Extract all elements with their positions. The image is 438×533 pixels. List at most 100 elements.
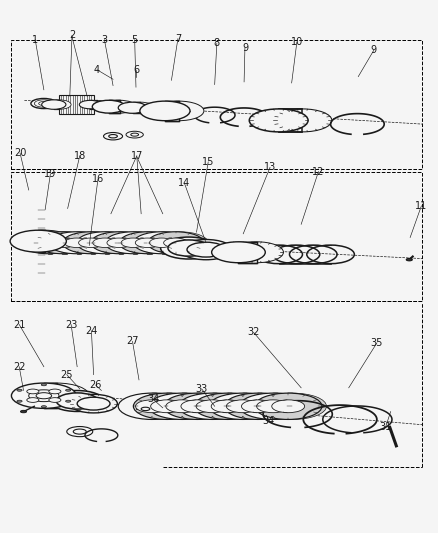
Bar [119, 232, 124, 254]
Ellipse shape [198, 393, 266, 419]
Bar [288, 393, 293, 419]
Ellipse shape [31, 99, 57, 109]
Ellipse shape [25, 383, 89, 408]
Ellipse shape [36, 393, 52, 399]
Ellipse shape [41, 406, 46, 408]
Ellipse shape [34, 232, 91, 254]
Ellipse shape [118, 393, 186, 419]
Ellipse shape [148, 232, 204, 254]
Ellipse shape [36, 238, 60, 247]
Ellipse shape [78, 238, 103, 247]
Ellipse shape [64, 238, 88, 247]
Bar [258, 393, 262, 419]
Text: 5: 5 [131, 35, 138, 45]
Ellipse shape [272, 400, 304, 413]
Text: 32: 32 [247, 327, 260, 337]
Ellipse shape [179, 393, 246, 419]
Text: 20: 20 [14, 148, 26, 158]
Ellipse shape [214, 393, 281, 419]
Text: 10: 10 [291, 37, 303, 47]
Ellipse shape [194, 393, 261, 419]
Ellipse shape [42, 100, 66, 109]
Bar [279, 109, 303, 132]
Ellipse shape [37, 101, 50, 106]
Ellipse shape [123, 393, 190, 419]
Ellipse shape [81, 232, 137, 254]
Ellipse shape [138, 393, 205, 419]
Text: 21: 21 [13, 319, 25, 329]
Ellipse shape [168, 240, 209, 256]
Ellipse shape [67, 426, 93, 437]
Ellipse shape [134, 393, 201, 419]
Ellipse shape [138, 232, 194, 254]
Ellipse shape [119, 232, 176, 254]
Text: 3: 3 [101, 35, 107, 45]
Ellipse shape [187, 242, 225, 257]
Ellipse shape [19, 386, 69, 406]
Ellipse shape [224, 393, 292, 419]
Ellipse shape [17, 389, 22, 391]
Bar [162, 232, 166, 254]
Ellipse shape [50, 238, 74, 247]
Ellipse shape [17, 400, 22, 402]
Ellipse shape [91, 232, 147, 254]
Ellipse shape [254, 393, 322, 419]
Ellipse shape [212, 242, 265, 263]
Ellipse shape [164, 393, 231, 419]
Bar [273, 393, 278, 419]
Ellipse shape [131, 133, 138, 136]
Ellipse shape [196, 400, 229, 413]
Text: 4: 4 [94, 65, 100, 75]
Bar [77, 232, 81, 254]
Text: 31: 31 [379, 422, 392, 432]
Text: 34: 34 [263, 416, 275, 425]
Ellipse shape [168, 393, 236, 419]
Text: 25: 25 [60, 369, 73, 379]
Text: 8: 8 [214, 38, 220, 49]
Text: 12: 12 [312, 166, 325, 176]
Text: 24: 24 [85, 326, 98, 336]
Ellipse shape [209, 393, 276, 419]
Ellipse shape [273, 109, 332, 132]
Ellipse shape [107, 238, 131, 247]
Bar [90, 100, 97, 109]
Text: 6: 6 [133, 65, 139, 75]
Ellipse shape [92, 100, 125, 113]
Ellipse shape [77, 397, 110, 410]
Text: 11: 11 [415, 201, 427, 211]
Bar [91, 232, 95, 254]
Ellipse shape [50, 391, 104, 411]
Ellipse shape [103, 133, 123, 140]
Bar [238, 242, 257, 263]
Ellipse shape [21, 410, 27, 413]
Text: 1: 1 [32, 35, 38, 45]
Text: 9: 9 [371, 45, 377, 55]
Bar [48, 232, 53, 254]
Ellipse shape [126, 102, 155, 114]
Bar [148, 232, 152, 254]
Text: 13: 13 [264, 163, 276, 172]
Ellipse shape [57, 393, 98, 409]
Ellipse shape [67, 232, 123, 254]
Bar [176, 232, 180, 254]
Ellipse shape [27, 389, 39, 394]
Ellipse shape [29, 390, 59, 402]
Bar [167, 393, 172, 419]
Ellipse shape [34, 100, 53, 107]
Text: 26: 26 [89, 380, 102, 390]
Text: 15: 15 [202, 157, 214, 167]
Text: 35: 35 [371, 338, 383, 348]
Ellipse shape [105, 232, 161, 254]
Ellipse shape [249, 109, 308, 132]
Ellipse shape [121, 238, 145, 247]
Ellipse shape [154, 101, 204, 120]
Ellipse shape [86, 100, 108, 109]
Bar [59, 95, 94, 114]
Bar [165, 101, 179, 120]
Ellipse shape [126, 131, 143, 138]
Ellipse shape [66, 389, 71, 391]
Bar [152, 393, 156, 419]
Bar [11, 39, 422, 169]
Ellipse shape [164, 238, 188, 247]
Ellipse shape [140, 101, 190, 120]
